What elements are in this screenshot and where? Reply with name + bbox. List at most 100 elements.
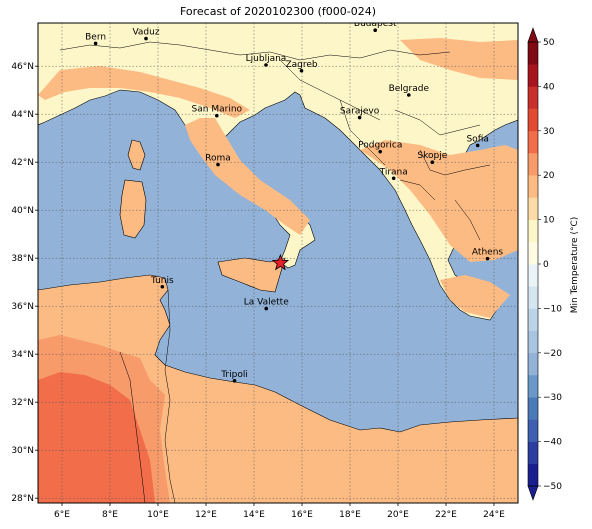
x-tick-label: 18°E — [339, 510, 361, 520]
colorbar-segment — [528, 441, 538, 465]
land-sardinia — [119, 179, 147, 239]
colorbar-segment — [528, 42, 538, 65]
colorbar-segment — [528, 286, 538, 309]
city-label: Podgorica — [358, 141, 402, 151]
x-tick-label: 24°E — [483, 510, 505, 520]
warm-band-balkans — [360, 140, 518, 262]
city-dot — [264, 63, 268, 67]
city-label: La Valette — [244, 298, 289, 308]
colorbar-min-extend — [527, 485, 539, 501]
city-dot — [232, 379, 237, 383]
city-label: Bern — [85, 32, 106, 42]
x-tick-label: 6°E — [54, 510, 70, 520]
colorbar-tick-label: 0 — [543, 260, 549, 270]
city-label: Belgrade — [389, 84, 430, 94]
colorbar-segment — [528, 241, 538, 265]
colorbar-tick-label: 30 — [543, 127, 555, 137]
city-dot — [264, 306, 269, 311]
city-label: Budapest — [354, 19, 397, 29]
warm-band-italy — [185, 118, 310, 235]
city-dot — [485, 256, 490, 261]
colorbar-tick-label: −40 — [543, 438, 562, 448]
colorbar-segment — [528, 219, 538, 243]
colorbar-segment — [528, 308, 538, 331]
city-label: Tripoli — [220, 370, 248, 380]
x-tick-label: 8°E — [102, 510, 118, 520]
city-dot — [407, 93, 411, 97]
y-tick-label: 44°N — [11, 110, 34, 120]
country-borders — [59, 41, 491, 503]
city-dot — [357, 115, 362, 120]
x-tick-label: 14°E — [243, 510, 265, 520]
y-axis-ticks: 28°N 30°N 32°N 34°N 36°N 38°N 40°N 42°N 44°N 46°N — [11, 62, 38, 504]
x-axis-ticks: 6°E 8°E 10°E 12°E 14°E 16°E 18°E 20°E 22°E 24°E — [54, 503, 505, 520]
colorbar-segment — [528, 108, 538, 132]
map-frame — [37, 22, 519, 504]
x-tick-label: 20°E — [387, 510, 409, 520]
colorbar-tick-label: −10 — [543, 304, 562, 314]
city-dot — [144, 36, 148, 41]
colorbar-tick-label: −50 — [543, 482, 562, 492]
y-tick-label: 40°N — [11, 206, 34, 216]
city-dot — [215, 113, 219, 118]
city-dot — [216, 162, 220, 167]
colorbar-segment — [528, 463, 538, 487]
colorbar-segment — [528, 197, 538, 220]
colorbar-segment — [528, 352, 538, 376]
city-dot — [93, 41, 98, 46]
city-label: Roma — [205, 154, 231, 164]
land-corsica — [127, 139, 146, 171]
colorbar-segment — [528, 419, 538, 442]
colorbar-tick-label: −30 — [543, 393, 562, 403]
city-dot — [391, 176, 396, 181]
city-label: Skopje — [417, 151, 447, 161]
city-label: Athens — [472, 248, 503, 258]
colorbar-tick-label: −20 — [543, 349, 562, 359]
warm-band-alps — [38, 66, 250, 118]
city-dot — [430, 160, 435, 164]
city-label: Ljubljana — [246, 54, 287, 64]
land-sicily — [217, 257, 286, 293]
x-tick-label: 16°E — [291, 510, 313, 520]
map-title: Forecast of 2020102300 (f000-024) — [179, 5, 377, 18]
colorbar-max-extend — [527, 27, 539, 43]
warm-band-north — [400, 38, 518, 80]
colorbar-segment — [528, 264, 538, 287]
city-dot — [299, 68, 304, 73]
city-label: Vaduz — [132, 28, 159, 38]
x-tick-label: 22°E — [435, 510, 457, 520]
colorbar-segment — [528, 153, 538, 176]
city-label: Tunis — [150, 276, 174, 286]
y-tick-label: 28°N — [11, 494, 34, 504]
colorbar-segment — [528, 86, 538, 109]
city-label: Zagreb — [285, 60, 317, 70]
colorbar-tick-label: 20 — [543, 171, 555, 181]
colorbar-segment — [528, 64, 538, 87]
colorbar-segment — [528, 130, 538, 154]
y-tick-label: 42°N — [11, 158, 34, 168]
colorbar-tick-label: 50 — [543, 38, 555, 48]
y-tick-label: 34°N — [11, 350, 34, 360]
city-label: Tirana — [379, 167, 408, 177]
colorbar-segment — [528, 397, 538, 420]
x-tick-label: 12°E — [195, 510, 217, 520]
colorbar-label: Min Temperature (°C) — [570, 217, 580, 314]
gridlines — [38, 23, 518, 503]
warm-band-greece — [440, 275, 510, 318]
colorbar-ticks: 50 40 30 20 10 0 −10 −20 −30 −40 −50 — [538, 38, 562, 492]
colorbar-tick-label: 10 — [543, 216, 555, 226]
city-label: Sarajevo — [340, 107, 380, 117]
y-tick-label: 30°N — [11, 446, 34, 456]
y-tick-label: 38°N — [11, 254, 34, 264]
x-tick-label: 10°E — [147, 510, 169, 520]
hotter-region-africa — [38, 372, 155, 503]
colorbar-segment — [528, 175, 538, 198]
city-dot — [160, 284, 165, 289]
city-dot — [373, 28, 378, 32]
city-label: Sofia — [466, 134, 488, 144]
colorbar — [527, 27, 539, 501]
city-dot — [378, 149, 383, 154]
